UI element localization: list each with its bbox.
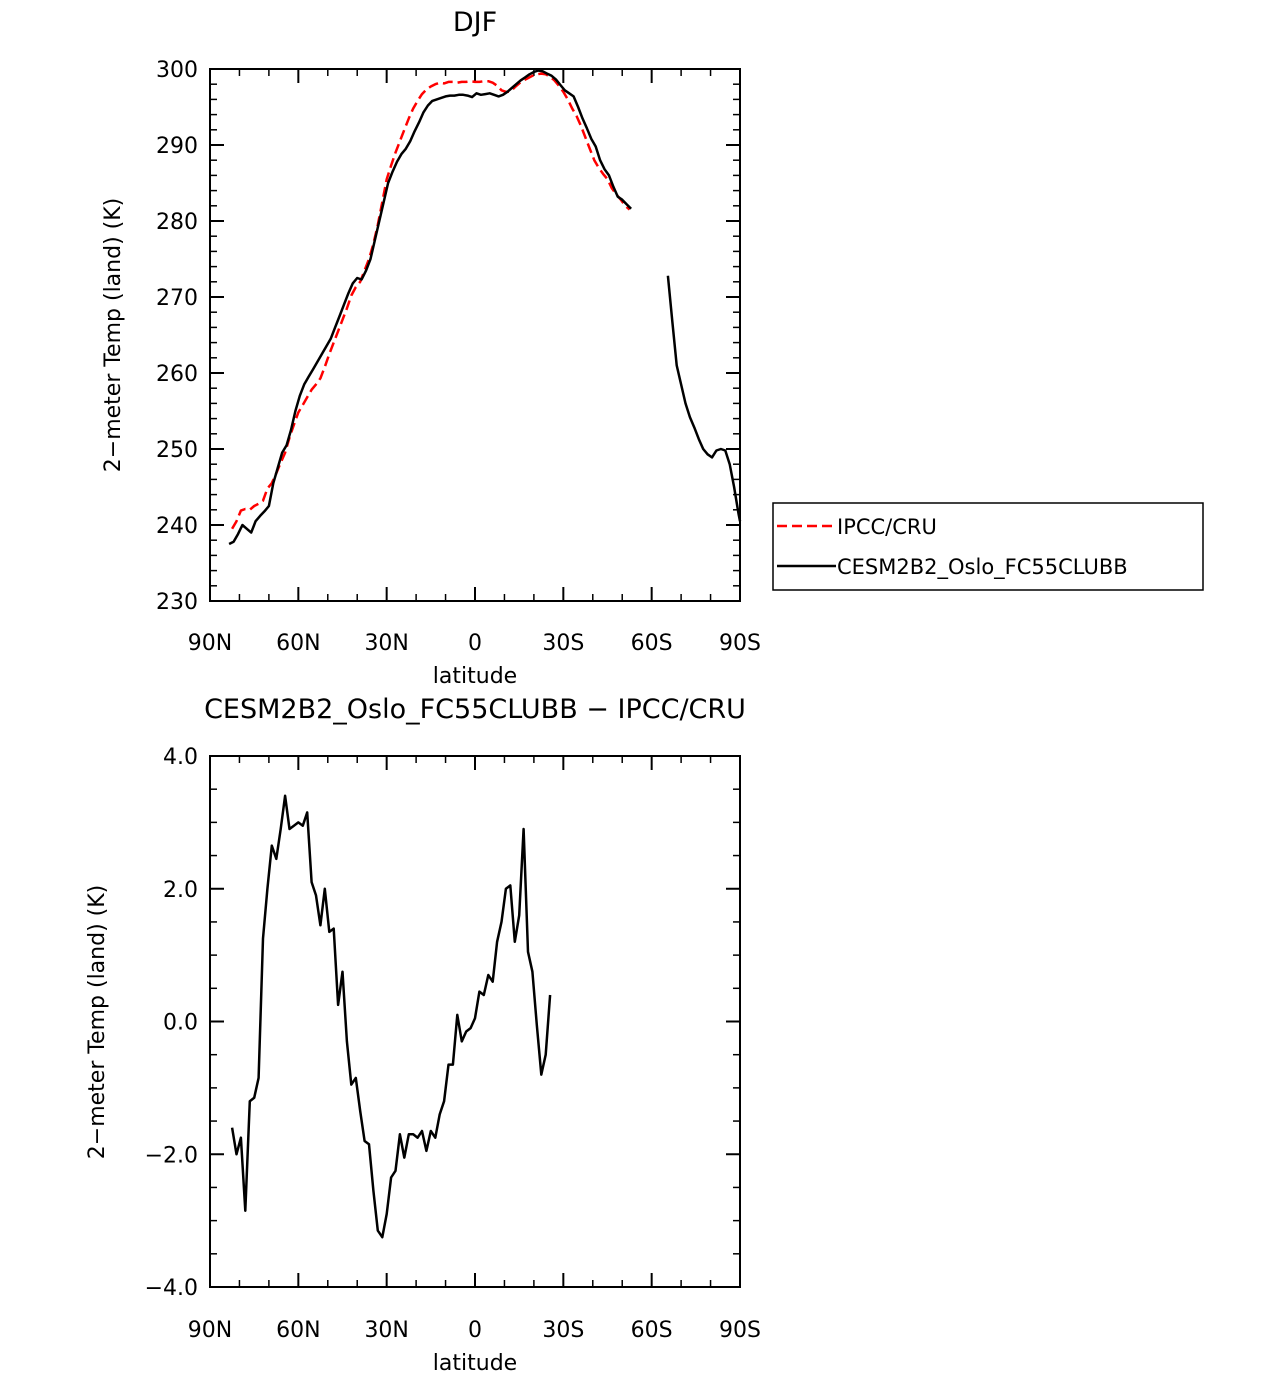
- plot-frame: [209, 68, 741, 602]
- legend: IPCC/CRU CESM2B2_Oslo_FC55CLUBB: [772, 502, 1204, 591]
- x-tick-label: 30S: [542, 1318, 584, 1343]
- x-tick-label: 90S: [719, 1318, 761, 1343]
- axis-ticks: [209, 68, 741, 602]
- legend-box: [772, 502, 1204, 591]
- y-axis-label: 2−meter Temp (land) (K): [101, 198, 126, 472]
- y-tick-labels: 230 240 250 260 270 280 290 300: [156, 58, 198, 615]
- x-tick-label: 90N: [188, 631, 232, 656]
- x-tick-label: 90N: [188, 1318, 232, 1343]
- legend-label-cesm: CESM2B2_Oslo_FC55CLUBB: [837, 555, 1128, 580]
- y-tick-label: 270: [156, 286, 198, 311]
- x-tick-label: 30N: [364, 631, 408, 656]
- x-tick-label: 30N: [364, 1318, 408, 1343]
- chart-title: CESM2B2_Oslo_FC55CLUBB − IPCC/CRU: [204, 694, 746, 725]
- x-tick-labels: 90N 60N 30N 0 30S 60S 90S: [188, 631, 761, 656]
- plot-frame: [209, 755, 741, 1288]
- x-tick-label: 90S: [719, 631, 761, 656]
- x-tick-label: 60N: [276, 1318, 320, 1343]
- y-tick-label: −4.0: [145, 1276, 198, 1301]
- difference-panel: CESM2B2_Oslo_FC55CLUBB − IPCC/CRU 90N 60N…: [85, 694, 761, 1376]
- y-tick-label: 2.0: [163, 878, 198, 903]
- y-tick-label: 290: [156, 134, 198, 159]
- y-tick-label: 300: [156, 58, 198, 83]
- x-tick-label: 0: [468, 631, 482, 656]
- series-line-cesm2b2-oslo-fc55clubb: [228, 69, 632, 546]
- chart-title: DJF: [453, 7, 497, 38]
- series-line-difference: [230, 794, 552, 1239]
- y-tick-label: −2.0: [145, 1143, 198, 1168]
- y-tick-label: 260: [156, 362, 198, 387]
- y-tick-labels: −4.0 −2.0 0.0 2.0 4.0: [145, 745, 198, 1301]
- y-tick-label: 240: [156, 514, 198, 539]
- y-tick-label: 250: [156, 438, 198, 463]
- series-line-ipcc-cru: [231, 72, 631, 530]
- series-line-cesm2b2-oslo-fc55clubb: [666, 275, 742, 522]
- y-tick-label: 280: [156, 210, 198, 235]
- y-tick-label: 4.0: [163, 745, 198, 770]
- x-tick-label: 60N: [276, 631, 320, 656]
- x-axis-label: latitude: [433, 664, 517, 689]
- x-tick-label: 0: [468, 1318, 482, 1343]
- series-lines: [230, 794, 552, 1239]
- x-tick-labels: 90N 60N 30N 0 30S 60S 90S: [188, 1318, 761, 1343]
- axis-ticks: [209, 755, 741, 1288]
- series-lines: [228, 69, 742, 546]
- y-axis-label: 2−meter Temp (land) (K): [85, 885, 110, 1159]
- y-tick-label: 0.0: [163, 1011, 198, 1036]
- x-tick-label: 30S: [542, 631, 584, 656]
- temperature-panel: DJF 90N 60N 30N 0 30S 60S 90S 2302402502602702…: [101, 7, 761, 689]
- legend-label-ipcc: IPCC/CRU: [837, 515, 937, 539]
- x-tick-label: 60S: [631, 1318, 673, 1343]
- y-tick-label: 230: [156, 590, 198, 615]
- x-tick-label: 60S: [631, 631, 673, 656]
- x-axis-label: latitude: [433, 1351, 517, 1376]
